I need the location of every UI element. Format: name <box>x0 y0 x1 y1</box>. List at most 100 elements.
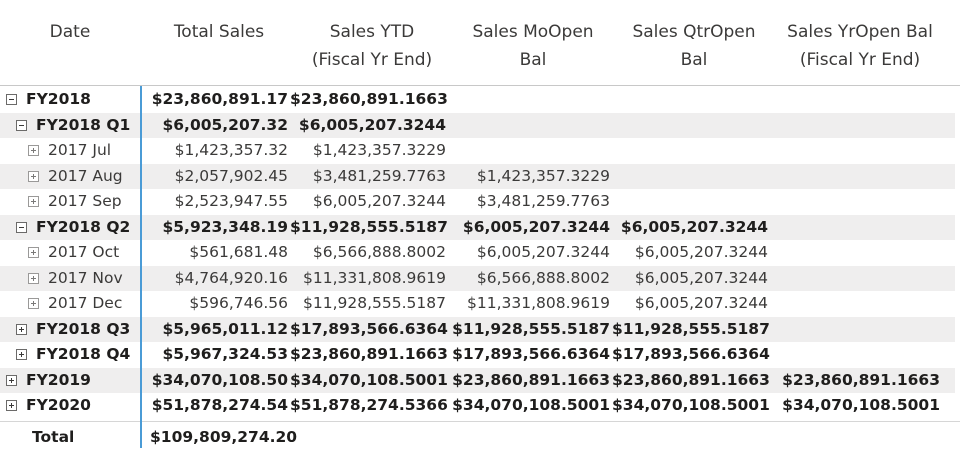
cell-sales-moopen: $6,005,207.3244 <box>462 217 610 236</box>
table-row: FY2020 $51,878,274.54 $51,878,274.5366 $34,… <box>0 393 955 418</box>
column-header-sales-qtropen[interactable]: Sales QtrOpen Bal <box>618 18 770 74</box>
expand-icon[interactable] <box>28 196 39 207</box>
cell-sales-qtropen: $11,928,555.5187 <box>612 319 770 338</box>
cell-sales-ytd: $11,331,808.9619 <box>303 268 446 287</box>
collapse-icon[interactable] <box>16 119 27 131</box>
cell-sales-ytd: $11,928,555.5187 <box>290 217 448 236</box>
cell-sales-moopen: $17,893,566.6364 <box>452 345 610 363</box>
cell-sales-ytd: $11,928,555.5187 <box>303 294 446 312</box>
row-header: 2017 Jul <box>28 138 111 163</box>
expand-icon[interactable] <box>6 374 17 386</box>
row-header: 2017 Sep <box>28 189 122 214</box>
cell-sales-ytd: $23,860,891.1663 <box>290 345 448 363</box>
expand-icon[interactable] <box>16 323 27 335</box>
cell-sales-moopen: $34,070,108.5001 <box>452 396 610 414</box>
cell-total-sales: $5,967,324.53 <box>162 345 288 363</box>
expand-icon[interactable] <box>28 170 39 182</box>
row-header: 2017 Nov <box>28 266 123 291</box>
cell-sales-ytd: $3,481,259.7763 <box>312 166 446 185</box>
cell-sales-yropen <box>770 291 940 316</box>
cell-total-sales: $5,923,348.19 <box>162 217 288 236</box>
cell-sales-qtropen <box>612 189 768 214</box>
row-header: FY2020 <box>6 393 91 418</box>
column-header-sales-ytd[interactable]: Sales YTD (Fiscal Yr End) <box>298 18 446 74</box>
expand-icon[interactable] <box>28 272 39 284</box>
cell-sales-qtropen <box>612 87 768 112</box>
column-header-sales-yropen-line1: Sales YrOpen Bal <box>787 22 933 42</box>
cell-sales-qtropen <box>612 164 768 189</box>
column-header-total-sales[interactable]: Total Sales <box>150 18 288 46</box>
total-divider <box>0 421 960 422</box>
cell-sales-yropen <box>770 113 940 138</box>
row-label: FY2018 <box>26 90 91 108</box>
column-header-sales-moopen-line1: Sales MoOpen <box>472 22 594 42</box>
table-row: 2017 Nov $4,764,920.16 $11,331,808.9619 $6,… <box>0 265 955 291</box>
cell-sales-moopen: $3,481,259.7763 <box>476 192 610 210</box>
cell-total-sales: $34,070,108.50 <box>151 370 288 389</box>
collapse-icon[interactable] <box>6 94 17 105</box>
row-header: 2017 Aug <box>28 164 123 189</box>
row-label: FY2018 Q1 <box>36 115 131 134</box>
row-label: 2017 Dec <box>48 294 123 312</box>
expand-icon[interactable] <box>28 298 39 309</box>
column-header-sales-moopen[interactable]: Sales MoOpen Bal <box>456 18 610 74</box>
column-header-sales-ytd-line2: (Fiscal Yr End) <box>311 50 433 70</box>
cell-sales-yropen <box>770 164 940 189</box>
expand-icon[interactable] <box>6 400 17 411</box>
cell-total-sales: $51,878,274.54 <box>151 396 288 414</box>
row-header: FY2018 Q4 <box>16 342 130 367</box>
cell-total-sales: $1,423,357.32 <box>174 141 288 159</box>
row-header: 2017 Oct <box>28 240 119 265</box>
cell-sales-qtropen: $6,005,207.3244 <box>634 268 768 287</box>
cell-total-sales: $6,005,207.32 <box>162 115 288 134</box>
cell-sales-ytd: $6,005,207.3244 <box>298 115 446 134</box>
cell-sales-ytd: $51,878,274.5366 <box>290 396 448 414</box>
table-row: 2017 Dec $596,746.56 $11,928,555.5187 $11,3… <box>0 291 955 316</box>
row-header: FY2018 Q1 <box>16 113 130 138</box>
total-sales-grand-total: $109,809,274.20 <box>150 428 298 446</box>
cell-sales-moopen: $23,860,891.1663 <box>452 370 610 389</box>
cell-sales-moopen <box>448 87 610 112</box>
row-label: 2017 Oct <box>48 243 120 261</box>
table-row: FY2018 Q2 $5,923,348.19 $11,928,555.5187 $6… <box>0 214 955 240</box>
cell-sales-qtropen <box>612 113 768 138</box>
row-label: FY2018 Q3 <box>36 319 131 338</box>
row-label: FY2018 Q2 <box>36 217 131 236</box>
row-header: FY2018 Q2 <box>16 215 130 240</box>
row-label: FY2018 Q4 <box>36 345 131 363</box>
table-row: FY2018 Q4 $5,967,324.53 $23,860,891.1663 $1… <box>0 342 955 367</box>
column-header-date[interactable]: Date <box>0 18 140 46</box>
cell-sales-ytd: $17,893,566.6364 <box>290 319 448 338</box>
table-row: FY2018 Q3 $5,965,011.12 $17,893,566.6364 $1… <box>0 316 955 342</box>
cell-total-sales: $5,965,011.12 <box>162 319 288 338</box>
cell-sales-yropen <box>770 189 940 214</box>
table-row: 2017 Sep $2,523,947.55 $6,005,207.3244 $3,4… <box>0 189 955 214</box>
cell-sales-qtropen: $23,860,891.1663 <box>612 370 770 389</box>
cell-sales-moopen: $11,928,555.5187 <box>452 319 610 338</box>
total-row: Total $109,809,274.20 <box>0 424 955 450</box>
cell-sales-moopen: $11,331,808.9619 <box>467 294 610 312</box>
cell-sales-yropen <box>770 240 940 265</box>
row-header: FY2018 Q3 <box>16 317 130 342</box>
row-label: FY2020 <box>26 396 91 414</box>
row-header-divider <box>140 86 142 448</box>
cell-sales-yropen <box>770 87 940 112</box>
column-header-sales-yropen-line2: (Fiscal Yr End) <box>799 50 921 70</box>
cell-sales-moopen: $1,423,357.3229 <box>476 166 610 185</box>
expand-icon[interactable] <box>16 349 27 360</box>
expand-icon[interactable] <box>28 145 39 156</box>
collapse-icon[interactable] <box>16 221 27 233</box>
expand-icon[interactable] <box>28 247 39 258</box>
column-header-sales-qtropen-line1: Sales QtrOpen <box>632 22 756 42</box>
row-header: 2017 Dec <box>28 291 122 316</box>
cell-sales-qtropen: $6,005,207.3244 <box>634 294 768 312</box>
column-header-sales-qtropen-line2: Bal <box>680 50 708 70</box>
cell-sales-ytd: $6,005,207.3244 <box>312 192 446 210</box>
cell-sales-qtropen <box>612 138 768 163</box>
row-label: 2017 Sep <box>48 192 122 210</box>
cell-sales-qtropen: $17,893,566.6364 <box>612 345 770 363</box>
cell-total-sales: $2,057,902.45 <box>174 166 288 185</box>
cell-sales-yropen <box>770 317 940 342</box>
row-label: 2017 Jul <box>48 141 112 159</box>
column-header-sales-yropen[interactable]: Sales YrOpen Bal (Fiscal Yr End) <box>778 18 942 74</box>
